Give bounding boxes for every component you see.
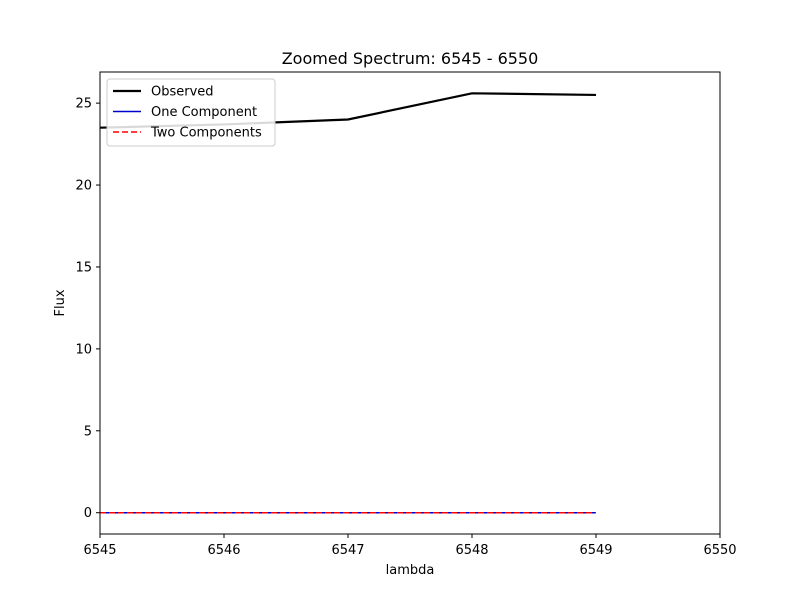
x-tick-label: 6550 [703,543,736,558]
y-axis-label: Flux [53,289,68,316]
y-tick-label: 0 [84,506,92,521]
legend-label: Observed [151,85,214,100]
legend-label: Two Components [150,126,262,141]
legend-box [106,78,276,147]
x-tick-label: 6545 [83,543,116,558]
x-tick-label: 6548 [455,543,488,558]
x-tick-label: 6546 [207,543,240,558]
y-tick-label: 25 [75,97,92,112]
legend: Observed One Component Two Components [106,78,276,147]
y-tick-label: 5 [84,424,92,439]
y-tick-label: 10 [75,342,92,357]
y-tick-label: 15 [75,260,92,275]
plot-area [100,72,720,534]
chart-title: Zoomed Spectrum: 6545 - 6550 [282,49,539,68]
legend-label: One Component [151,105,257,120]
x-tick-label: 6547 [331,543,364,558]
x-axis-ticks: 6545 6546 6547 6548 6549 6550 [83,534,737,558]
x-tick-label: 6549 [579,543,612,558]
axes-frame [99,71,721,535]
y-axis-ticks: 0 5 10 15 20 25 [75,97,100,521]
x-axis-label: lambda [386,563,435,578]
y-tick-label: 20 [75,179,92,194]
